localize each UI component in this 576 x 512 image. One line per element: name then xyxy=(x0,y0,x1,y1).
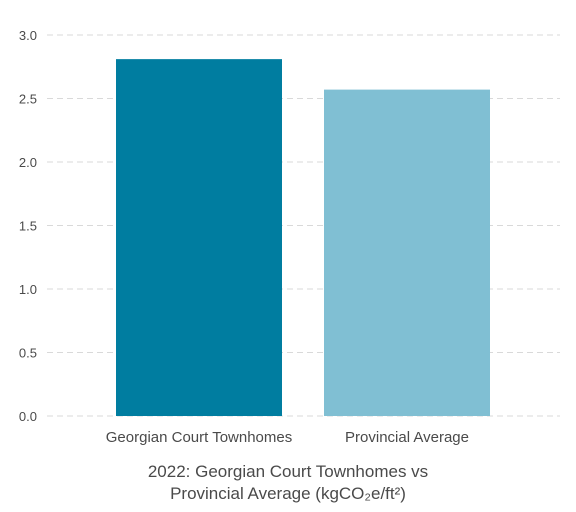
x-axis-tick-labels: Georgian Court Townhomes Provincial Avera… xyxy=(106,429,469,446)
y-tick-label: 1.0 xyxy=(19,282,37,297)
y-tick-label: 0.5 xyxy=(19,346,37,361)
bars xyxy=(116,59,490,417)
y-tick-label: 3.0 xyxy=(19,28,37,43)
chart-title-line-1: 2022: Georgian Court Townhomes vs xyxy=(147,462,429,481)
chart-title-line-2: Provincial Average (kgCO₂e/ft²) xyxy=(170,484,406,503)
x-tick-label: Provincial Average xyxy=(345,429,469,446)
x-tick-label: Georgian Court Townhomes xyxy=(106,429,293,446)
y-tick-label: 0.0 xyxy=(19,409,37,424)
chart-plot: 0.0 0.5 1.0 1.5 2.0 2.5 3.0 Georgian Court Tow… xyxy=(19,28,560,446)
y-tick-label: 2.5 xyxy=(19,92,37,107)
y-axis-tick-labels: 0.0 0.5 1.0 1.5 2.0 2.5 3.0 xyxy=(19,28,37,424)
bar-1 xyxy=(116,59,282,416)
y-tick-label: 1.5 xyxy=(19,219,37,234)
y-tick-label: 2.0 xyxy=(19,155,37,170)
bar-2 xyxy=(324,89,490,417)
